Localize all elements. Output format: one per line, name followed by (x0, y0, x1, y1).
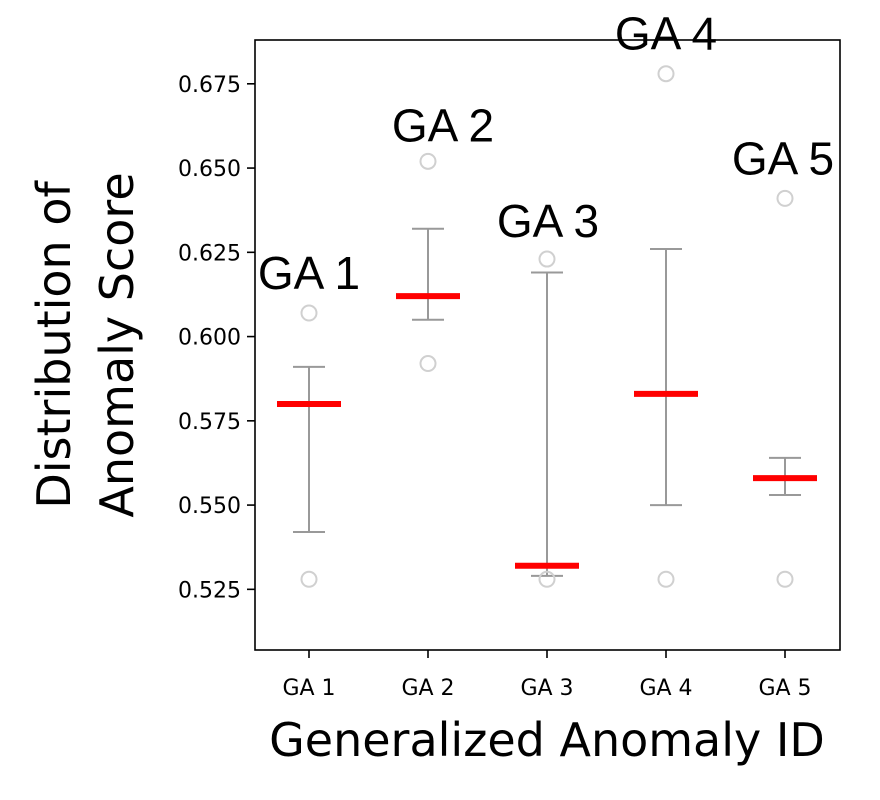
group-annotation: GA 4 (615, 8, 717, 60)
outlier-point (657, 65, 675, 83)
outlier-point (419, 355, 437, 373)
x-axis: GA 1 GA 2 GA 3 GA 4 GA 5 (282, 650, 812, 701)
outlier-point (776, 189, 794, 207)
outlier-point (538, 250, 556, 268)
outlier-point (300, 570, 318, 588)
group-annotation: GA 5 (732, 132, 834, 184)
outlier-point (776, 570, 794, 588)
y-tick-label: 0.550 (178, 494, 241, 519)
x-axis-title: Generalized Anomaly ID (269, 713, 825, 767)
y-tick-label: 0.525 (178, 578, 241, 603)
y-tick-label: 0.675 (178, 73, 241, 98)
x-tick-label: GA 3 (520, 676, 573, 701)
x-tick-label: GA 5 (758, 676, 811, 701)
group-annotation: GA 1 (258, 247, 360, 299)
x-tick-label: GA 4 (639, 676, 692, 701)
outlier-point (419, 152, 437, 170)
y-axis-title-line-1: Distribution of (27, 180, 81, 509)
group-annotation: GA 3 (497, 195, 599, 247)
y-tick-label: 0.625 (178, 241, 241, 266)
group-annotation: GA 2 (392, 99, 494, 151)
group-annotations: GA 1 GA 2GA 3 GA 4 GA 5 (258, 8, 834, 299)
y-tick-label: 0.575 (178, 410, 241, 435)
y-tick-label: 0.600 (178, 326, 241, 351)
y-axis: 0.525 0.550 0.575 0.600 0.625 0.650 0.675 (178, 73, 255, 603)
outlier-point (657, 570, 675, 588)
outlier-point (300, 304, 318, 322)
outlier-point (538, 570, 556, 588)
x-tick-label: GA 2 (401, 676, 454, 701)
y-axis-title-line-2: Anomaly Score (90, 172, 144, 517)
y-tick-label: 0.650 (178, 157, 241, 182)
x-tick-label: GA 1 (282, 676, 335, 701)
boxplot-marks (277, 65, 817, 588)
